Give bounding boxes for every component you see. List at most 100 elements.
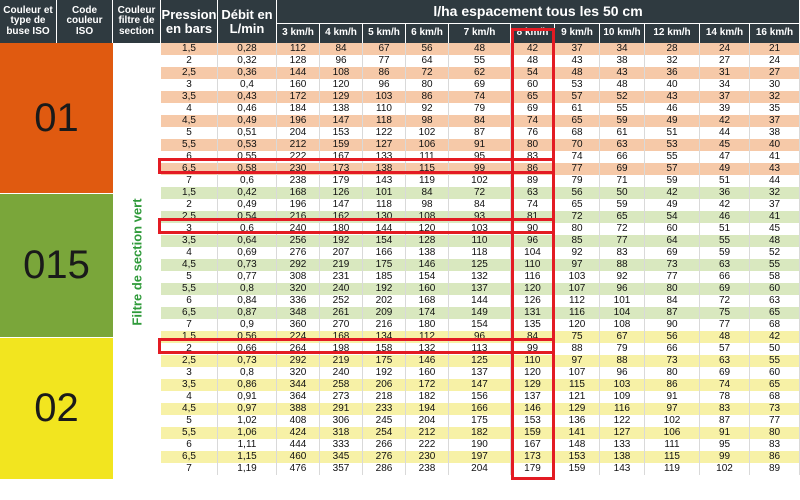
cell-pression: 7 — [161, 463, 218, 475]
cell-lha: 162 — [320, 211, 363, 223]
table-row: 5,5 0,8 320 240 192 160 137 120 107 96 80 69 60 — [161, 283, 800, 295]
cell-lha: 107 — [555, 283, 600, 295]
cell-lha: 37 — [555, 43, 600, 55]
header-code-couleur: Code couleur ISO — [57, 0, 113, 43]
cell-lha: 115 — [645, 451, 700, 463]
header-speed-9: 14 km/h — [700, 24, 750, 43]
cell-lha: 53 — [645, 139, 700, 151]
cell-lha: 40 — [645, 79, 700, 91]
cell-pression: 5 — [161, 415, 218, 427]
cell-lha: 91 — [645, 391, 700, 403]
cell-pression: 7 — [161, 319, 218, 331]
cell-lha: 80 — [645, 283, 700, 295]
cell-lha: 87 — [700, 415, 750, 427]
cell-lha: 60 — [750, 283, 800, 295]
cell-lha: 84 — [645, 295, 700, 307]
cell-lha: 258 — [320, 379, 363, 391]
cell-lha: 58 — [750, 271, 800, 283]
cell-lha: 273 — [320, 391, 363, 403]
cell-lha: 166 — [449, 403, 511, 415]
cell-lha: 224 — [277, 331, 320, 343]
cell-debit: 1,02 — [218, 415, 277, 427]
cell-pression: 1,5 — [161, 187, 218, 199]
cell-lha: 74 — [449, 91, 511, 103]
cell-lha: 128 — [406, 235, 449, 247]
cell-lha: 112 — [406, 331, 449, 343]
cell-lha: 108 — [320, 67, 363, 79]
cell-lha: 264 — [277, 343, 320, 355]
cell-lha: 73 — [750, 403, 800, 415]
cell-lha: 120 — [511, 367, 555, 379]
cell-lha: 138 — [600, 451, 645, 463]
cell-lha: 144 — [277, 67, 320, 79]
cell-lha: 160 — [277, 79, 320, 91]
cell-lha: 240 — [320, 283, 363, 295]
cell-lha: 154 — [449, 319, 511, 331]
cell-lha: 59 — [700, 247, 750, 259]
cell-lha: 72 — [406, 67, 449, 79]
cell-lha: 59 — [645, 175, 700, 187]
cell-pression: 3,5 — [161, 91, 218, 103]
cell-lha: 87 — [449, 127, 511, 139]
cell-lha: 158 — [363, 343, 406, 355]
cell-lha: 48 — [555, 67, 600, 79]
cell-lha: 45 — [750, 223, 800, 235]
cell-lha: 88 — [555, 343, 600, 355]
cell-lha: 102 — [645, 415, 700, 427]
cell-lha: 60 — [750, 367, 800, 379]
cell-lha: 86 — [406, 91, 449, 103]
cell-lha: 135 — [511, 319, 555, 331]
cell-lha: 75 — [555, 331, 600, 343]
cell-lha: 43 — [645, 91, 700, 103]
header-speed-10: 16 km/h — [750, 24, 800, 43]
cell-lha: 172 — [277, 91, 320, 103]
cell-lha: 156 — [449, 391, 511, 403]
cell-lha: 89 — [511, 175, 555, 187]
cell-lha: 111 — [645, 439, 700, 451]
cell-lha: 66 — [600, 151, 645, 163]
cell-lha: 86 — [750, 451, 800, 463]
cell-lha: 51 — [645, 127, 700, 139]
cell-lha: 173 — [511, 451, 555, 463]
cell-lha: 68 — [750, 391, 800, 403]
cell-lha: 48 — [449, 43, 511, 55]
cell-pression: 3 — [161, 367, 218, 379]
cell-lha: 96 — [511, 235, 555, 247]
table-row: 5,5 0,53 212 159 127 106 91 80 70 63 53 45 40 — [161, 139, 800, 151]
cell-lha: 192 — [320, 235, 363, 247]
cell-lha: 55 — [600, 103, 645, 115]
cell-pression: 3,5 — [161, 235, 218, 247]
cell-pression: 6 — [161, 295, 218, 307]
cell-lha: 72 — [555, 211, 600, 223]
cell-lha: 110 — [511, 259, 555, 271]
cell-lha: 115 — [406, 163, 449, 175]
cell-lha: 333 — [320, 439, 363, 451]
cell-lha: 240 — [277, 223, 320, 235]
cell-lha: 141 — [555, 427, 600, 439]
cell-lha: 138 — [406, 247, 449, 259]
cell-lha: 73 — [645, 259, 700, 271]
cell-lha: 388 — [277, 403, 320, 415]
cell-debit: 0,51 — [218, 127, 277, 139]
cell-lha: 86 — [511, 163, 555, 175]
cell-lha: 63 — [750, 295, 800, 307]
header-speed-8: 12 km/h — [645, 24, 700, 43]
cell-debit: 0,64 — [218, 235, 277, 247]
cell-lha: 42 — [700, 115, 750, 127]
cell-lha: 133 — [600, 439, 645, 451]
table-row: 6 0,55 222 167 133 111 95 83 74 66 55 47 41 — [161, 151, 800, 163]
cell-lha: 137 — [449, 283, 511, 295]
cell-lha: 32 — [645, 55, 700, 67]
cell-lha: 126 — [320, 187, 363, 199]
cell-lha: 63 — [600, 139, 645, 151]
cell-lha: 83 — [600, 247, 645, 259]
cell-lha: 54 — [511, 67, 555, 79]
cell-lha: 444 — [277, 439, 320, 451]
cell-lha: 212 — [406, 427, 449, 439]
cell-lha: 119 — [406, 175, 449, 187]
table-row: 2 0,49 196 147 118 98 84 74 65 59 49 42 37 — [161, 199, 800, 211]
cell-lha: 63 — [700, 259, 750, 271]
cell-lha: 101 — [600, 295, 645, 307]
table-row: 1,5 0,28 112 84 67 56 48 42 37 34 28 24 21 — [161, 43, 800, 55]
cell-pression: 5,5 — [161, 427, 218, 439]
